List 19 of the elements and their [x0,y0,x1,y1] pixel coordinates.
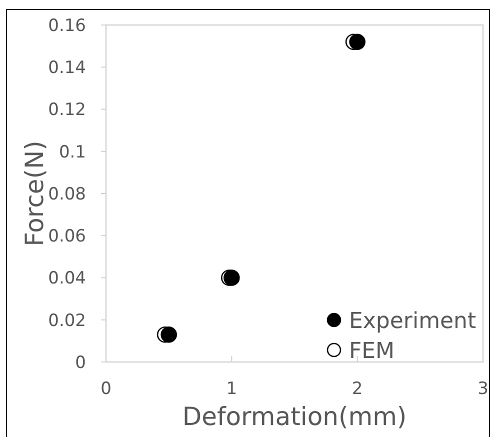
x-tick-label: 1 [226,379,238,399]
y-tick-label: 0.12 [48,100,86,120]
x-axis-title: Deformation(mm) [182,402,407,431]
y-tick-label: 0.06 [48,226,86,247]
y-axis-title: Force(N) [20,140,49,246]
y-tick-label: 0 [75,352,86,373]
y-tick-label: 0.08 [48,184,86,204]
legend-label: Experiment [349,309,476,334]
x-tick-label: 3 [478,379,488,399]
legend-label: FEM [349,339,395,364]
point [349,34,366,50]
y-tick-label: 0.02 [48,310,86,331]
y-tick-label: 0.16 [48,16,86,36]
point [160,326,177,343]
x-tick-label: 0 [100,379,112,399]
y-tick-label: 0.04 [48,268,86,289]
x-tick-label: 2 [352,379,363,399]
y-tick-label: 0.14 [48,58,86,78]
y-tick-label: 0.1 [58,142,86,162]
